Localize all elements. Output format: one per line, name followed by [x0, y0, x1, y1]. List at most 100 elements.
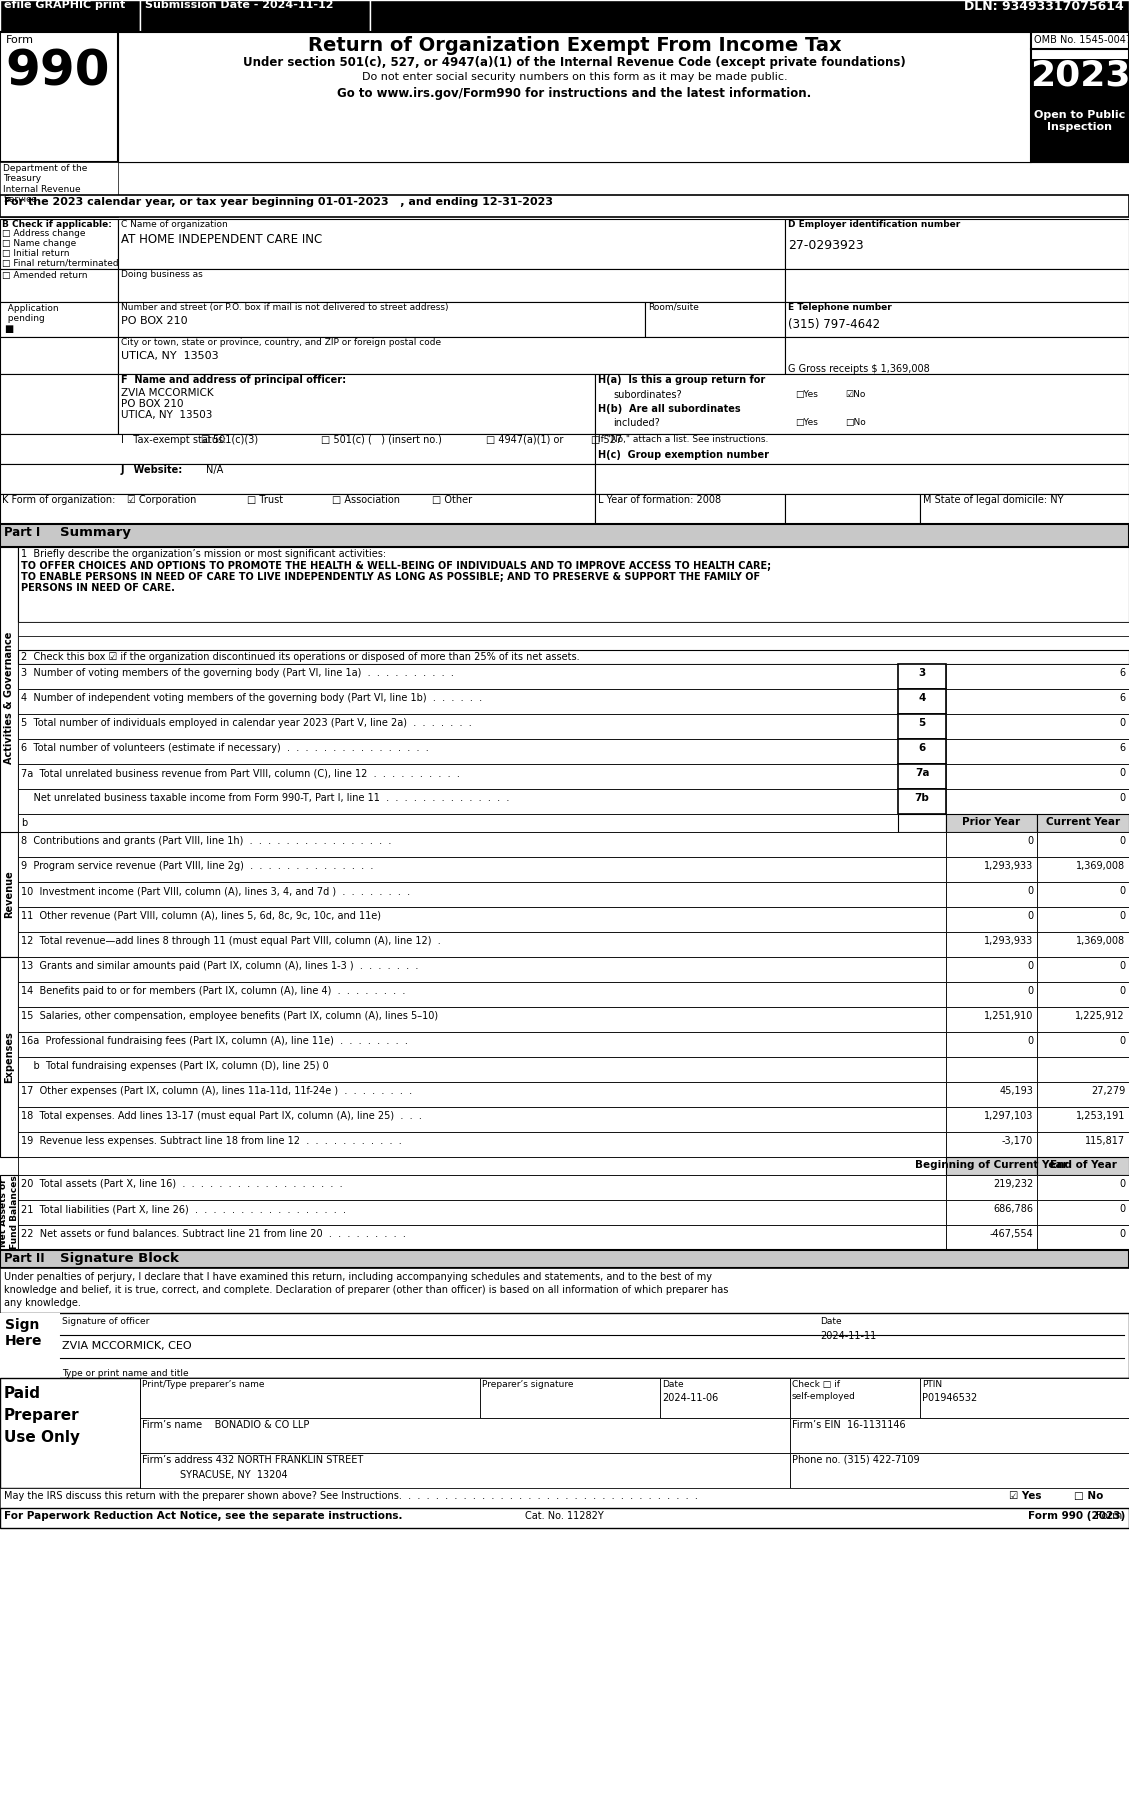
Bar	[785, 268, 1129, 303]
Text: End of Year: End of Year	[1050, 1160, 1117, 1169]
Bar	[946, 858, 1038, 881]
Text: Signature of officer: Signature of officer	[62, 1317, 149, 1326]
Bar	[946, 1033, 1038, 1058]
Bar	[946, 1132, 1038, 1157]
Bar	[0, 268, 119, 303]
Text: H(c)  Group exemption number: H(c) Group exemption number	[598, 450, 769, 460]
Bar	[18, 1033, 946, 1058]
Text: N/A: N/A	[205, 465, 224, 476]
Bar	[660, 1379, 790, 1418]
Text: Firm’s name    BONADIO & CO LLP: Firm’s name BONADIO & CO LLP	[142, 1420, 309, 1431]
Text: 1,253,191: 1,253,191	[1076, 1112, 1124, 1121]
Bar	[18, 663, 898, 688]
Text: □ Association: □ Association	[332, 496, 400, 505]
Text: 27-0293923: 27-0293923	[788, 240, 864, 252]
Text: 1,369,008: 1,369,008	[1076, 935, 1124, 946]
Bar	[898, 739, 946, 764]
Bar	[946, 815, 1038, 833]
Text: 0: 0	[1119, 960, 1124, 971]
Bar	[18, 932, 946, 957]
Bar	[946, 1157, 1038, 1175]
Text: 3  Number of voting members of the governing body (Part VI, line 1a)  .  .  .  .: 3 Number of voting members of the govern…	[21, 669, 454, 678]
Bar	[18, 858, 946, 881]
Bar	[785, 303, 1129, 337]
Text: Submission Date - 2024-11-12: Submission Date - 2024-11-12	[145, 0, 333, 11]
Text: For Paperwork Reduction Act Notice, see the separate instructions.: For Paperwork Reduction Act Notice, see …	[5, 1512, 403, 1521]
Bar	[946, 663, 1129, 688]
Bar	[18, 1058, 946, 1081]
Bar	[920, 1379, 1129, 1418]
Text: 990: 990	[5, 49, 110, 96]
Text: 4: 4	[918, 694, 926, 703]
Bar	[946, 1081, 1038, 1106]
Text: 0: 0	[1027, 960, 1033, 971]
Bar	[0, 1488, 1129, 1508]
Text: Department of the
Treasury
Internal Revenue
Service: Department of the Treasury Internal Reve…	[3, 164, 87, 204]
Text: 18  Total expenses. Add lines 13-17 (must equal Part IX, column (A), line 25)  .: 18 Total expenses. Add lines 13-17 (must…	[21, 1112, 422, 1121]
Bar	[18, 1157, 946, 1175]
Text: 17  Other expenses (Part IX, column (A), lines 11a-11d, 11f-24e )  .  .  .  .  .: 17 Other expenses (Part IX, column (A), …	[21, 1087, 412, 1096]
Bar	[946, 1200, 1038, 1225]
Text: H(a)  Is this a group return for: H(a) Is this a group return for	[598, 375, 765, 386]
Text: Application: Application	[2, 305, 59, 314]
Text: If "No," attach a list. See instructions.: If "No," attach a list. See instructions…	[598, 434, 769, 443]
Text: Activities & Governance: Activities & Governance	[5, 633, 14, 764]
Text: ☑ Corporation: ☑ Corporation	[126, 496, 196, 505]
Bar	[0, 434, 595, 463]
Bar	[1038, 858, 1129, 881]
Text: 0: 0	[1119, 793, 1124, 804]
Bar	[18, 739, 898, 764]
Bar	[18, 1200, 946, 1225]
Text: 0: 0	[1119, 912, 1124, 921]
Text: 5: 5	[918, 717, 926, 728]
Text: 0: 0	[1119, 1036, 1124, 1045]
Bar	[898, 663, 946, 688]
Bar	[946, 833, 1038, 858]
Text: M State of legal domicile: NY: M State of legal domicile: NY	[924, 496, 1064, 505]
Text: Firm’s EIN  16-1131146: Firm’s EIN 16-1131146	[793, 1420, 905, 1431]
Text: Summary: Summary	[60, 526, 131, 539]
Bar	[946, 764, 1129, 789]
Bar	[18, 815, 898, 833]
Bar	[1038, 957, 1129, 982]
Text: □ Address change: □ Address change	[2, 229, 86, 238]
Bar	[0, 0, 1129, 32]
Bar	[946, 714, 1129, 739]
Text: □ No: □ No	[1074, 1490, 1103, 1501]
Text: UTICA, NY  13503: UTICA, NY 13503	[121, 351, 219, 360]
Bar	[1038, 1033, 1129, 1058]
Text: b  Total fundraising expenses (Part IX, column (D), line 25) 0: b Total fundraising expenses (Part IX, c…	[21, 1061, 329, 1070]
Text: AT HOME INDEPENDENT CARE INC: AT HOME INDEPENDENT CARE INC	[121, 232, 322, 247]
Bar	[18, 548, 1129, 622]
Text: 0: 0	[1119, 836, 1124, 845]
Text: 2024-11-06: 2024-11-06	[662, 1393, 718, 1404]
Text: □ Final return/terminated: □ Final return/terminated	[2, 259, 119, 268]
Text: 7a: 7a	[914, 768, 929, 778]
Text: PO BOX 210: PO BOX 210	[121, 315, 187, 326]
Bar	[18, 1132, 946, 1157]
Bar	[595, 434, 1129, 463]
Bar	[0, 1379, 1129, 1488]
Text: b: b	[21, 818, 27, 827]
Bar	[18, 957, 946, 982]
Text: 0: 0	[1027, 986, 1033, 997]
Text: □ Trust: □ Trust	[247, 496, 283, 505]
Text: 6: 6	[918, 742, 926, 753]
Bar	[1038, 1157, 1129, 1175]
Bar	[0, 1251, 1129, 1269]
Bar	[0, 220, 119, 268]
Text: □Yes: □Yes	[795, 418, 817, 427]
Bar	[785, 220, 1129, 268]
Text: 0: 0	[1119, 717, 1124, 728]
Bar	[1031, 106, 1129, 162]
Bar	[785, 337, 1129, 375]
Bar	[645, 303, 785, 337]
Text: 0: 0	[1119, 1229, 1124, 1240]
Text: Sign
Here: Sign Here	[5, 1317, 43, 1348]
Bar	[946, 1058, 1038, 1081]
Text: 9  Program service revenue (Part VIII, line 2g)  .  .  .  .  .  .  .  .  .  .  .: 9 Program service revenue (Part VIII, li…	[21, 861, 374, 870]
Bar	[18, 982, 946, 1007]
Text: ZVIA MCCORMICK: ZVIA MCCORMICK	[121, 387, 213, 398]
Bar	[0, 494, 595, 524]
Text: For the 2023 calendar year, or tax year beginning 01-01-2023   , and ending 12-3: For the 2023 calendar year, or tax year …	[5, 196, 553, 207]
